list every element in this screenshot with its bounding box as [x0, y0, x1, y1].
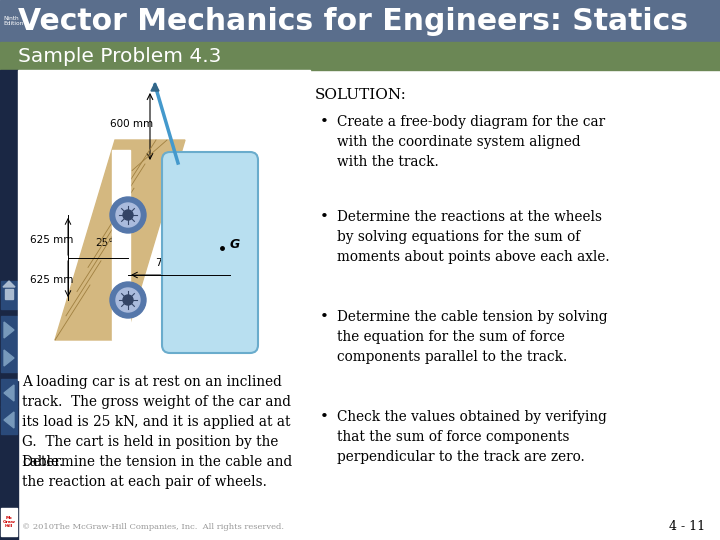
Text: © 2010The McGraw-Hill Companies, Inc.  All rights reserved.: © 2010The McGraw-Hill Companies, Inc. Al…: [22, 523, 284, 531]
Bar: [1, 281, 17, 309]
Text: •: •: [320, 410, 329, 424]
Polygon shape: [4, 412, 14, 428]
Circle shape: [110, 282, 146, 318]
Text: 625 mm: 625 mm: [30, 235, 73, 245]
Text: Determine the tension in the cable and
the reaction at each pair of wheels.: Determine the tension in the cable and t…: [22, 455, 292, 489]
Text: •: •: [320, 115, 329, 129]
Polygon shape: [4, 322, 14, 338]
Text: A loading car is at rest on an inclined
track.  The gross weight of the car and
: A loading car is at rest on an inclined …: [22, 375, 291, 469]
Text: Create a free-body diagram for the car
with the coordinate system aligned
with t: Create a free-body diagram for the car w…: [337, 115, 605, 169]
Polygon shape: [112, 150, 130, 340]
Polygon shape: [3, 281, 15, 287]
Text: •: •: [320, 310, 329, 324]
Text: G: G: [230, 239, 240, 252]
Polygon shape: [55, 140, 185, 340]
Circle shape: [110, 197, 146, 233]
Polygon shape: [4, 385, 14, 401]
Text: Determine the cable tension by solving
the equation for the sum of force
compone: Determine the cable tension by solving t…: [337, 310, 608, 364]
Bar: [0, 0, 720, 42]
Bar: [1, 344, 17, 372]
Text: 25°: 25°: [95, 238, 114, 248]
Text: 625 mm: 625 mm: [30, 275, 73, 285]
Circle shape: [116, 203, 140, 227]
Bar: [18, 70, 310, 380]
Bar: [1, 406, 17, 434]
Bar: [1, 379, 17, 407]
Text: 600 mm: 600 mm: [110, 119, 153, 129]
Text: •: •: [320, 210, 329, 224]
Text: Check the values obtained by verifying
that the sum of force components
perpendi: Check the values obtained by verifying t…: [337, 410, 607, 464]
Text: Determine the reactions at the wheels
by solving equations for the sum of
moment: Determine the reactions at the wheels by…: [337, 210, 610, 264]
Bar: [1, 508, 17, 536]
Text: 4 - 11: 4 - 11: [669, 521, 705, 534]
Circle shape: [116, 288, 140, 312]
Circle shape: [123, 210, 133, 220]
Circle shape: [123, 295, 133, 305]
Bar: [0, 42, 720, 70]
Text: Mc
Graw
Hill: Mc Graw Hill: [3, 516, 15, 528]
Text: Ninth
Edition: Ninth Edition: [3, 16, 23, 26]
Bar: [0, 70, 18, 540]
Bar: [1, 316, 17, 344]
Text: 750 mm: 750 mm: [156, 258, 199, 268]
FancyBboxPatch shape: [162, 152, 258, 353]
Bar: [5, 289, 13, 299]
Text: Vector Mechanics for Engineers: Statics: Vector Mechanics for Engineers: Statics: [18, 6, 688, 36]
Polygon shape: [4, 350, 14, 366]
Text: Sample Problem 4.3: Sample Problem 4.3: [18, 46, 221, 65]
Polygon shape: [151, 83, 159, 91]
Text: SOLUTION:: SOLUTION:: [315, 88, 407, 102]
